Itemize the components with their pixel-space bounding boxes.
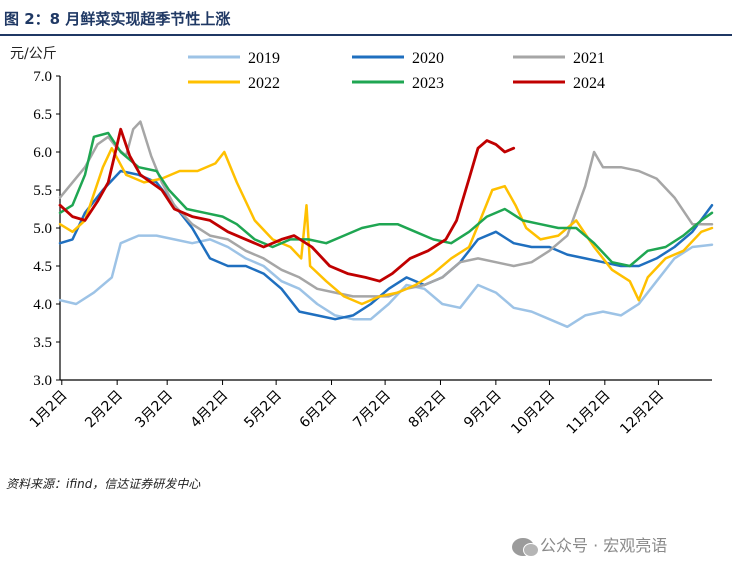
- series-line-2021: [58, 120, 714, 298]
- x-tick-label: 4月2日: [188, 388, 232, 432]
- chart-title: 图 2：8 月鲜菜实现超季节性上涨: [4, 10, 231, 28]
- x-tick-label: 9月2日: [461, 388, 505, 432]
- x-tick-label: 1月2日: [27, 388, 71, 432]
- x-tick-label: 5月2日: [241, 388, 285, 432]
- wechat-icon: [512, 537, 539, 557]
- title-rule: [0, 34, 732, 36]
- x-tick-label: 6月2日: [297, 388, 341, 432]
- y-axis-unit-label: 元/公斤: [10, 46, 57, 62]
- watermark-text: 公众号 · 宏观亮语: [540, 536, 668, 555]
- legend-label-2022: 2022: [248, 75, 280, 92]
- y-tick-label: 4.0: [33, 297, 52, 313]
- legend-label-2020: 2020: [412, 50, 444, 67]
- y-tick-label: 3.5: [33, 335, 52, 351]
- series-line-2022: [58, 146, 714, 306]
- series-line-2024: [58, 127, 516, 283]
- x-tick-label: 12月2日: [617, 388, 667, 438]
- x-tick-label: 11月2日: [564, 388, 614, 438]
- y-tick-label: 6.5: [33, 107, 52, 123]
- legend-label-2024: 2024: [573, 75, 605, 92]
- y-tick-label: 5.0: [33, 221, 52, 237]
- x-tick-label: 3月2日: [132, 388, 176, 432]
- x-tick-label: 2月2日: [82, 388, 126, 432]
- y-tick-label: 3.0: [33, 373, 52, 389]
- y-tick-label: 4.5: [33, 259, 52, 275]
- y-tick-label: 6.0: [33, 145, 52, 161]
- watermark: 公众号 · 宏观亮语: [512, 532, 668, 557]
- y-tick-label: 5.5: [33, 183, 52, 199]
- legend-label-2021: 2021: [573, 50, 605, 67]
- x-tick-label: 8月2日: [406, 388, 450, 432]
- legend-label-2019: 2019: [248, 50, 280, 67]
- x-tick-label: 7月2日: [350, 388, 394, 432]
- y-tick-label: 7.0: [33, 69, 52, 85]
- legend-label-2023: 2023: [412, 75, 444, 92]
- source-note: 资料来源：ifind，信达证券研发中心: [6, 477, 201, 491]
- x-tick-label: 10月2日: [508, 388, 558, 438]
- series-line-2019: [58, 234, 714, 329]
- series-line-2023: [58, 131, 714, 268]
